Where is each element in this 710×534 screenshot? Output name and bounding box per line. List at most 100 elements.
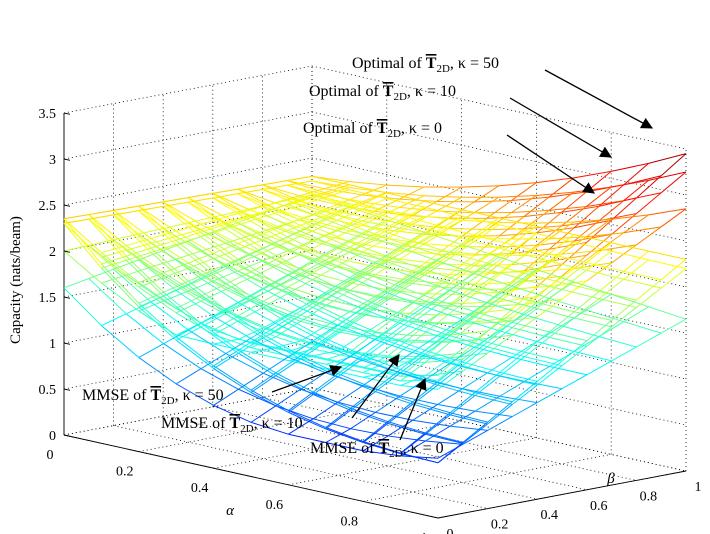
mesh-line	[598, 321, 625, 338]
mesh-line	[498, 224, 537, 235]
mesh-line	[611, 162, 649, 172]
mesh-line	[212, 188, 238, 194]
mesh-line	[212, 222, 238, 233]
mesh-line	[436, 286, 463, 306]
mesh-line	[424, 273, 451, 295]
mesh-line	[212, 273, 251, 301]
mesh-line	[511, 356, 550, 367]
mesh-line	[524, 314, 562, 327]
mesh-line	[238, 338, 276, 349]
mesh-line	[660, 171, 687, 194]
mesh-line	[113, 209, 152, 239]
mesh-line	[113, 214, 152, 253]
mesh-line	[213, 365, 252, 391]
mesh-line	[362, 243, 400, 251]
mesh-line	[386, 192, 425, 202]
mesh-line	[262, 184, 300, 197]
mesh-line	[212, 263, 239, 275]
z-axis-label: Capacity (nats/beam)	[8, 216, 24, 344]
mesh-line	[425, 432, 463, 443]
mesh-line	[175, 244, 214, 275]
mesh-line	[399, 231, 425, 248]
mesh-line	[461, 286, 500, 299]
z-tick-label: 3.5	[39, 107, 57, 122]
mesh-line	[349, 296, 376, 312]
mesh-line	[425, 440, 463, 445]
mesh-line	[411, 230, 438, 247]
mesh-line	[524, 380, 563, 390]
mesh-line	[536, 225, 574, 235]
mesh-line	[387, 421, 426, 434]
beta-tick-label: 0	[447, 527, 454, 534]
annotation-kappa: , κ = 0	[401, 120, 442, 137]
mesh-line	[138, 205, 177, 241]
mesh-line	[375, 369, 401, 390]
mesh-line	[349, 262, 375, 279]
mesh-line	[325, 305, 363, 316]
mesh-line	[188, 284, 227, 314]
annotation-prefix: MMSE of	[310, 440, 378, 457]
mesh-line	[312, 230, 350, 248]
mesh-line	[250, 389, 289, 411]
mesh-line	[524, 336, 550, 358]
mesh-line	[648, 306, 687, 320]
mesh-line	[187, 197, 213, 203]
mesh-line	[237, 301, 276, 324]
annotation-subscript: 2D	[161, 395, 175, 407]
mesh-line	[287, 279, 314, 294]
mesh-line	[400, 453, 439, 464]
mesh-line	[449, 346, 475, 364]
mesh-line	[63, 223, 102, 269]
mesh-line	[461, 244, 500, 258]
annotation-arrow	[399, 377, 427, 441]
mesh-line	[449, 316, 475, 337]
mesh-line	[187, 216, 213, 224]
mesh-line	[325, 320, 351, 339]
mesh-line	[474, 317, 513, 323]
mesh-line	[312, 213, 350, 224]
mesh-line	[249, 242, 276, 256]
mesh-line	[313, 350, 339, 357]
mesh-line	[411, 233, 438, 248]
mesh-line	[88, 218, 127, 261]
mesh-line	[361, 198, 388, 210]
mesh-line	[187, 192, 213, 199]
mesh-line	[88, 214, 127, 246]
mesh-line	[262, 203, 288, 214]
mesh-line	[424, 274, 463, 288]
mesh-line	[660, 208, 687, 228]
annotation-arrow	[506, 134, 595, 194]
mesh-line	[374, 239, 413, 248]
mesh-line	[362, 273, 400, 283]
mesh-line	[200, 353, 227, 370]
mesh-line	[399, 227, 437, 235]
mesh-line	[450, 425, 488, 431]
mesh-line	[586, 269, 624, 280]
alpha-tick-label: 0.4	[191, 481, 209, 496]
mesh-line	[623, 321, 662, 334]
mesh-line	[175, 250, 201, 260]
mesh-line	[250, 337, 289, 358]
mesh-line	[437, 335, 475, 348]
mesh-line	[399, 250, 438, 255]
mesh-line	[63, 214, 89, 220]
mesh-line	[436, 230, 475, 243]
mesh-line	[63, 250, 102, 284]
mesh-line	[187, 197, 226, 225]
mesh-line	[312, 331, 339, 350]
mesh-line	[299, 307, 338, 326]
mesh-line	[449, 257, 487, 270]
mesh-line	[325, 409, 351, 430]
z-tick-mark	[63, 250, 71, 253]
mesh-line	[548, 234, 575, 255]
mesh-line	[660, 268, 687, 289]
mesh-line	[450, 330, 488, 336]
mesh-line	[288, 410, 327, 428]
mesh-line	[512, 402, 538, 417]
mesh-line	[474, 234, 512, 246]
mesh-line	[200, 265, 226, 279]
mesh-line	[299, 219, 338, 232]
mesh-line	[238, 352, 277, 377]
alpha-tick-label: 0.2	[116, 465, 134, 480]
mesh-line	[312, 373, 339, 393]
